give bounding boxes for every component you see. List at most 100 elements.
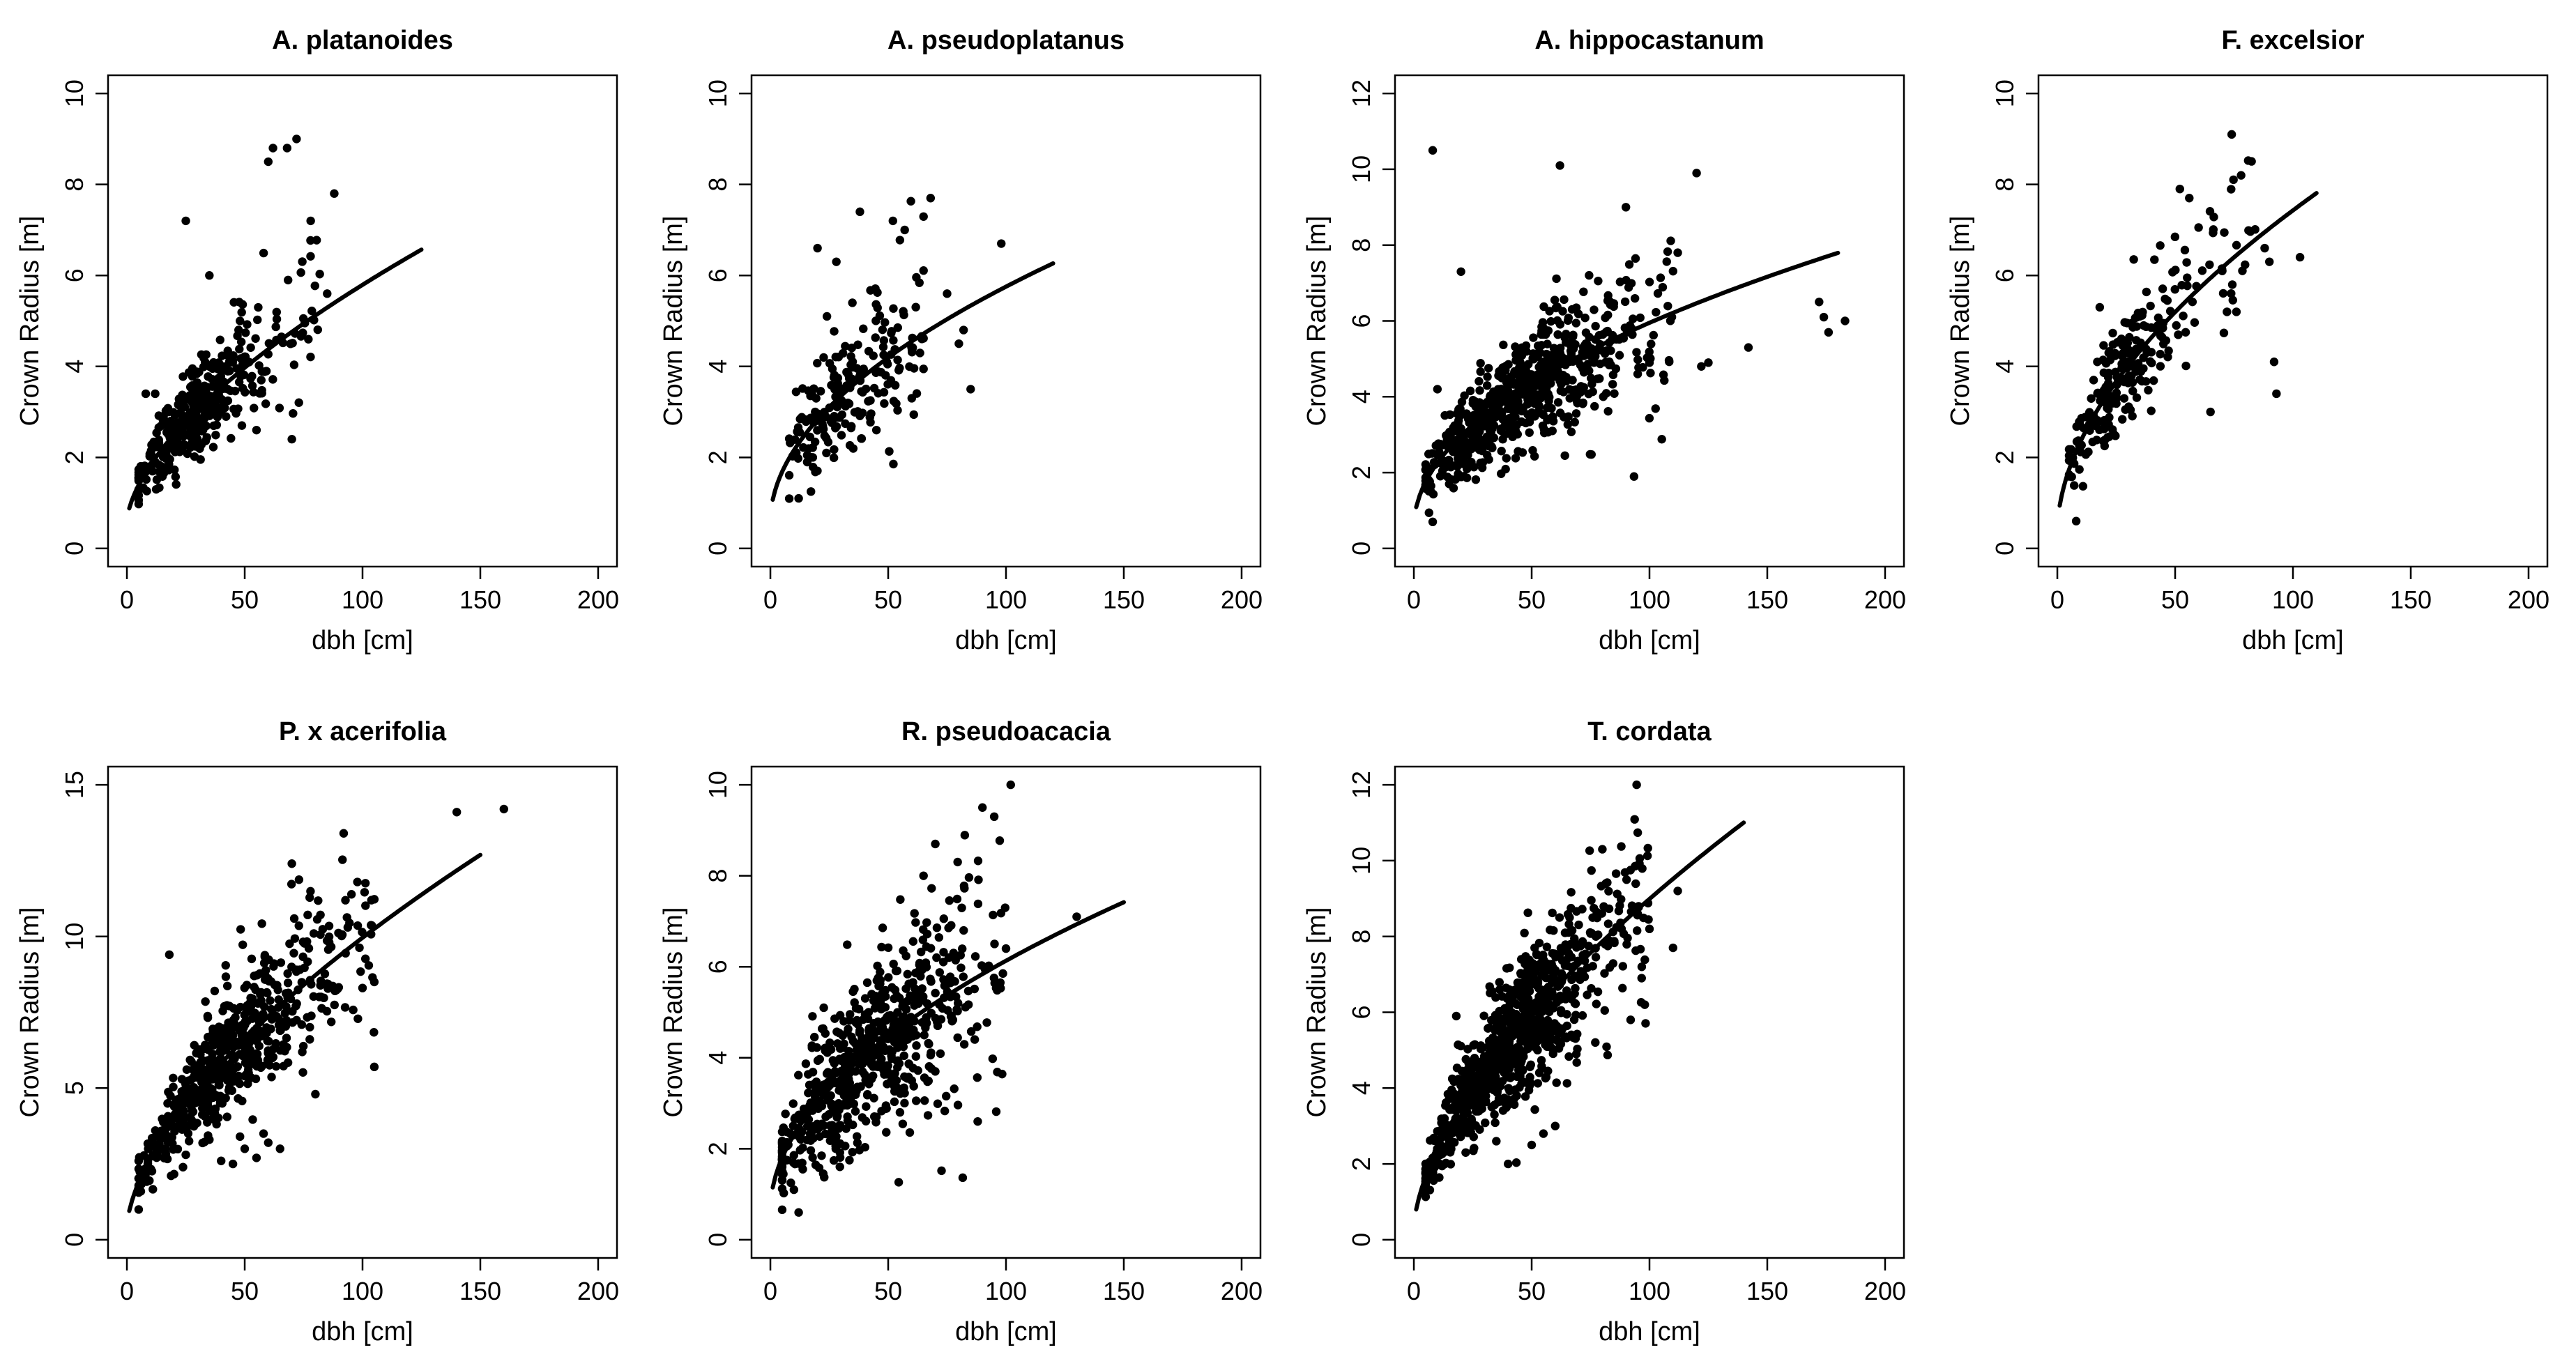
data-point	[2209, 213, 2218, 222]
data-point	[950, 1084, 959, 1093]
data-point	[978, 803, 987, 812]
data-point	[802, 1135, 811, 1144]
y-tick-label: 2	[1990, 450, 2019, 464]
data-point	[864, 346, 874, 356]
data-point	[1557, 1024, 1567, 1034]
data-point	[878, 342, 888, 352]
y-tick-label: 2	[1347, 466, 1375, 479]
y-tick-label: 2	[703, 450, 732, 464]
data-point	[287, 435, 296, 444]
data-point	[294, 398, 303, 407]
data-point	[177, 410, 186, 419]
data-point	[1544, 982, 1553, 992]
data-point	[1553, 398, 1563, 407]
data-point	[1560, 295, 1569, 305]
x-tick-label: 0	[1407, 585, 1421, 614]
data-point	[151, 484, 161, 494]
data-point	[784, 434, 794, 443]
data-point	[241, 352, 250, 362]
data-point	[238, 300, 247, 309]
data-point	[1530, 1018, 1539, 1028]
data-point	[1586, 374, 1596, 383]
data-point	[788, 1121, 798, 1130]
y-tick-label: 10	[60, 79, 89, 107]
data-point	[2219, 328, 2229, 337]
data-point	[1585, 846, 1594, 855]
data-point	[1640, 1000, 1649, 1009]
data-point	[316, 910, 325, 919]
data-point	[1658, 282, 1668, 292]
data-point	[2229, 175, 2238, 185]
data-point	[871, 333, 880, 342]
data-point	[1547, 404, 1556, 413]
data-point	[813, 243, 822, 253]
data-point	[871, 300, 881, 309]
data-point	[837, 410, 846, 420]
data-point	[1470, 1144, 1479, 1153]
data-point	[944, 953, 954, 962]
data-point	[1490, 1110, 1499, 1119]
y-tick-label: 6	[1347, 314, 1375, 328]
data-point	[853, 1138, 862, 1148]
data-point	[209, 1041, 218, 1050]
data-point	[247, 1051, 257, 1061]
data-point	[289, 409, 298, 418]
data-point	[989, 910, 998, 920]
data-point	[360, 954, 370, 963]
data-point	[1532, 408, 1541, 418]
data-point	[2174, 330, 2183, 339]
data-point	[1511, 1085, 1520, 1094]
data-point	[1500, 1016, 1509, 1026]
data-point	[1629, 472, 1639, 481]
data-point	[973, 1073, 982, 1082]
data-point	[201, 1044, 210, 1054]
data-point	[236, 316, 245, 325]
data-point	[2142, 348, 2151, 358]
data-point	[323, 984, 333, 993]
data-point	[911, 1096, 921, 1105]
data-point	[306, 252, 315, 261]
panel-6: R. pseudoacacia 0 50 100 150 200 0 2 4 6 8 10 dbh [c…	[659, 717, 1263, 1346]
data-point	[1446, 463, 1456, 472]
data-point	[228, 1055, 238, 1064]
data-point	[1518, 1065, 1527, 1075]
data-point	[924, 1038, 933, 1048]
data-point	[1587, 866, 1596, 875]
y-axis-label: Crown Radius [m]	[1946, 216, 1975, 427]
data-point	[931, 839, 940, 849]
x-tick-label: 150	[459, 585, 501, 614]
data-point	[843, 1096, 853, 1105]
x-tick-label: 150	[2390, 585, 2432, 614]
data-point	[268, 1052, 278, 1061]
data-point	[970, 952, 980, 961]
x-tick-label: 0	[763, 585, 777, 614]
data-point	[1475, 1084, 1484, 1093]
data-point	[272, 307, 281, 317]
data-point	[298, 1068, 307, 1077]
data-point	[1445, 479, 1454, 489]
data-point	[2220, 228, 2229, 237]
data-point	[1626, 1015, 1636, 1024]
data-point	[1590, 401, 1599, 411]
data-point	[808, 1153, 817, 1162]
data-point	[339, 829, 349, 838]
data-point	[1498, 435, 1507, 444]
data-point	[1600, 969, 1609, 978]
data-point	[2150, 255, 2159, 264]
data-point	[2121, 374, 2130, 383]
data-point	[312, 236, 321, 245]
data-point	[1573, 1029, 1582, 1038]
x-tick-label: 100	[985, 1277, 1027, 1305]
data-point	[1450, 1101, 1459, 1111]
data-point	[832, 422, 841, 431]
data-point	[2126, 405, 2135, 415]
panel-title: A. pseudoplatanus	[887, 26, 1125, 55]
data-point	[306, 886, 315, 896]
data-point	[1494, 371, 1503, 381]
data-point	[1622, 939, 1631, 949]
data-point	[169, 1073, 178, 1083]
data-point	[353, 1014, 363, 1023]
data-point	[1437, 440, 1447, 450]
data-point	[184, 368, 194, 377]
data-point	[794, 1110, 804, 1119]
